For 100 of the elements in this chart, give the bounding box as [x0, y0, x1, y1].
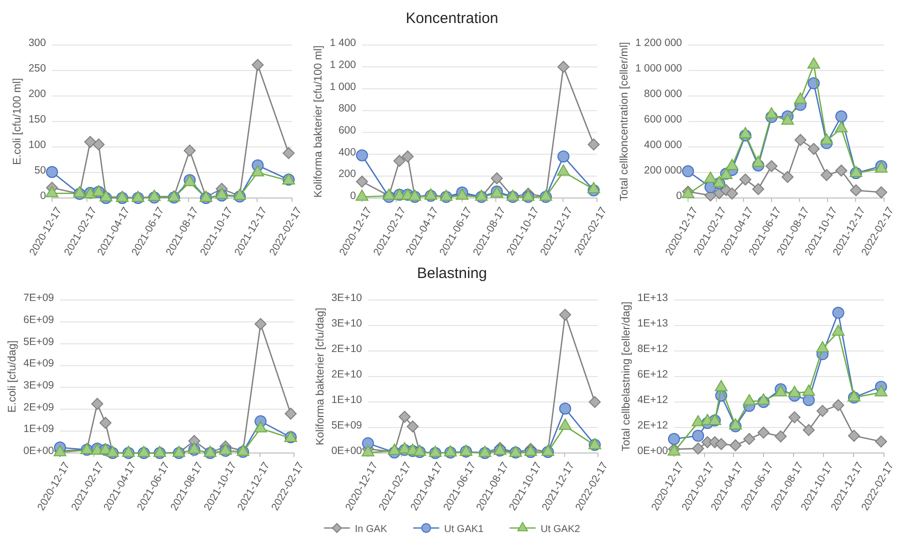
point: [835, 164, 848, 177]
point: [730, 439, 742, 452]
point: [739, 174, 752, 186]
point: [808, 142, 820, 155]
point: [91, 398, 104, 410]
point: [714, 380, 728, 392]
point: [388, 444, 401, 455]
point: [742, 394, 756, 406]
y-axis-title: Koliforma bakterier [cfu/dag]: [314, 308, 326, 446]
point: [788, 411, 800, 424]
point: [406, 420, 419, 432]
y-tick-label: 300: [28, 37, 46, 50]
point: [557, 150, 570, 162]
y-tick-label: 200: [28, 88, 46, 100]
point: [692, 430, 704, 442]
point: [46, 166, 58, 178]
point: [92, 138, 105, 150]
point: [752, 156, 765, 167]
y-tick-label: 0E+00: [23, 445, 54, 458]
point: [832, 399, 844, 412]
y-tick-label: 4E+12: [637, 394, 668, 406]
legend-label: Ut GAK1: [444, 524, 484, 535]
y-tick-label: 0: [40, 190, 46, 202]
point: [356, 176, 368, 188]
y-tick-label: 0E+00: [331, 445, 362, 458]
y-axis-title: Total cellbelastning [celler/dag]: [620, 302, 632, 452]
y-tick-label: 1 200: [330, 58, 356, 71]
y-tick-label: 8E+12: [637, 343, 668, 356]
y-tick-label: 1E+13: [637, 318, 668, 330]
y-axis-title: E.coli [cfu/dag]: [6, 340, 18, 413]
point: [668, 432, 680, 445]
point: [781, 114, 794, 125]
legend-label: In GAK: [354, 524, 388, 535]
y-tick-label: 3E+10: [331, 318, 362, 330]
point: [100, 416, 112, 429]
y-tick-label: 400: [338, 146, 356, 158]
y-tick-label: 100: [28, 139, 46, 152]
point: [558, 418, 572, 430]
point: [820, 169, 833, 182]
point: [233, 188, 246, 200]
y-tick-label: 3E+10: [331, 292, 362, 304]
point: [402, 150, 414, 162]
point: [362, 445, 374, 456]
point: [588, 396, 601, 408]
point: [73, 186, 86, 198]
y-tick-label: 1 200 000: [635, 37, 682, 50]
y-tick-label: 6E+12: [637, 368, 668, 381]
point: [704, 172, 717, 183]
y-tick-label: 5E+09: [331, 420, 362, 432]
point: [765, 107, 778, 118]
point: [758, 426, 770, 439]
y-tick-label: 0: [676, 190, 682, 202]
point: [254, 421, 267, 432]
y-tick-label: 4E+09: [23, 358, 54, 370]
point: [820, 133, 834, 145]
y-tick-label: 7E+09: [23, 292, 54, 304]
point: [284, 408, 297, 420]
point: [848, 390, 860, 402]
point: [587, 182, 600, 194]
y-tick-label: 2E+10: [331, 343, 362, 356]
chart-title: Koncentration: [406, 10, 498, 27]
point: [254, 318, 267, 330]
point: [692, 415, 704, 426]
y-tick-label: 800 000: [644, 88, 682, 100]
point: [802, 424, 815, 436]
y-tick-label: 400 000: [644, 139, 682, 152]
point: [874, 385, 888, 396]
point: [84, 136, 96, 148]
y-tick-label: 5E+09: [23, 336, 54, 348]
y-tick-label: 1E+13: [637, 292, 668, 304]
y-tick-label: 600 000: [644, 114, 682, 126]
point: [282, 147, 295, 160]
y-tick-label: 1E+09: [23, 423, 54, 436]
point: [802, 384, 816, 396]
point: [559, 308, 572, 321]
point: [850, 184, 862, 196]
point: [752, 183, 764, 196]
point: [832, 306, 844, 319]
point: [559, 402, 572, 415]
point: [794, 134, 806, 146]
point: [774, 430, 787, 442]
y-tick-label: 150: [28, 114, 46, 126]
point: [834, 121, 848, 132]
point: [184, 144, 196, 157]
y-tick-label: 1E+10: [331, 394, 362, 406]
y-axis-title: Total cellkoncentration [celler/ml]: [618, 42, 630, 201]
point: [715, 438, 728, 450]
point: [682, 165, 694, 178]
point: [875, 436, 888, 448]
y-tick-label: 3E+09: [23, 379, 54, 392]
y-tick-label: 200: [338, 168, 356, 180]
point: [215, 188, 228, 199]
point: [557, 164, 570, 176]
point: [393, 154, 406, 167]
y-tick-label: 1 000 000: [635, 62, 682, 75]
point: [766, 160, 778, 172]
point: [802, 394, 815, 406]
y-axis-title: E.coli [cfu/100 ml]: [11, 78, 24, 165]
point: [557, 60, 570, 73]
y-tick-label: 2E+10: [331, 368, 362, 381]
